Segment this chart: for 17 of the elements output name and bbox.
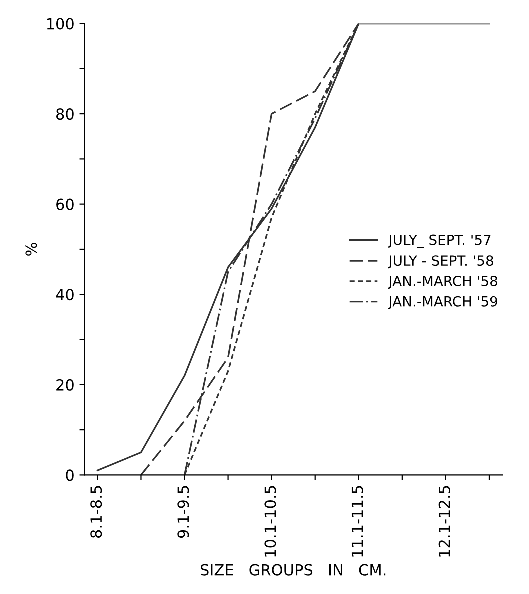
y-tick-label: 0 <box>66 470 74 482</box>
y-tick-label: 40 <box>56 289 74 301</box>
x-tick-label: 12.1-12.5 <box>438 486 450 557</box>
x-tick-label: 8.1-8.5 <box>90 486 102 538</box>
y-tick-label: 80 <box>56 108 74 120</box>
y-axis-title: % <box>26 243 38 256</box>
legend-label: JAN.-MARCH '59 <box>388 296 498 310</box>
x-tick-label: 9.1-9.5 <box>178 486 190 538</box>
legend-label: JAN.-MARCH '58 <box>388 276 498 290</box>
y-tick-label: 60 <box>56 198 74 210</box>
y-tick-label: 100 <box>47 18 74 30</box>
legend-label: JULY - SEPT. '58 <box>388 256 494 269</box>
x-tick-label: 11.1-11.5 <box>352 486 364 557</box>
x-axis-title: SIZE GROUPS IN CM. <box>200 564 386 576</box>
legend-label: JULY_ SEPT. '57 <box>388 234 491 248</box>
x-tick-label: 10.1-10.5 <box>264 486 276 557</box>
y-tick-label: 20 <box>56 379 74 391</box>
